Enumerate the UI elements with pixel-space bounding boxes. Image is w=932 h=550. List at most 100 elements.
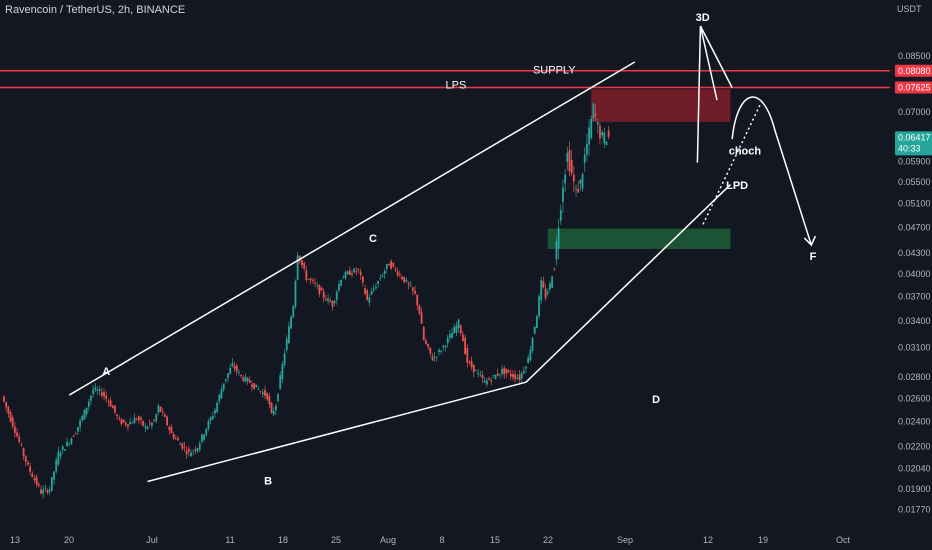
trendline-lower-projected [525, 184, 731, 383]
candle-body [361, 276, 364, 283]
x-tick-label: 11 [225, 535, 234, 545]
candle-body [192, 450, 195, 452]
candle-body [214, 410, 216, 414]
candle-body [277, 394, 279, 402]
candle-body [311, 279, 314, 281]
candle-body [551, 276, 553, 288]
candle-body [144, 426, 147, 428]
candle-body [103, 391, 105, 397]
candle-body [220, 389, 223, 399]
candle-body [385, 264, 388, 269]
candle-body [520, 372, 523, 379]
candle-body [57, 451, 60, 465]
candle-body [592, 103, 595, 119]
candle-body [477, 372, 480, 374]
candle-body [207, 421, 210, 429]
candle-body [231, 362, 234, 367]
candle-body [40, 489, 42, 494]
candle-body [46, 490, 49, 493]
candle-body [546, 291, 549, 294]
candle-body [527, 357, 530, 364]
candle-body [494, 374, 497, 380]
y-tick-label: 0.02040 [898, 463, 931, 473]
candle-body [318, 284, 321, 294]
candle-body [233, 366, 236, 369]
candle-body [420, 312, 423, 324]
candle-body [381, 275, 384, 277]
candle-body [190, 452, 192, 457]
candle-body [109, 400, 112, 407]
y-tick-label: 0.01900 [898, 484, 931, 494]
candle-body [107, 401, 110, 403]
candle-body [575, 188, 577, 190]
candle-body [422, 326, 425, 340]
candle-body [401, 276, 403, 280]
candle-body [512, 374, 514, 378]
x-tick-label: 25 [331, 535, 341, 545]
candle-body [446, 337, 449, 344]
three-d-label: 3D [696, 12, 710, 24]
candle-body [433, 356, 436, 358]
candle-body [388, 263, 390, 266]
candle-body [100, 392, 103, 396]
candle-body [396, 271, 399, 276]
candle-body [155, 414, 158, 422]
candle-body [83, 409, 86, 420]
candle-body [157, 405, 160, 413]
candle-body [16, 432, 18, 437]
candle-body [601, 132, 604, 136]
x-axis: 13 20 Jul 11 18 25 Aug 8 15 22 Sep 12 19 Oct [10, 535, 851, 545]
candle-body [285, 338, 288, 351]
candle-body [535, 316, 538, 328]
candle-body [355, 271, 358, 273]
candle-body [394, 269, 397, 271]
candle-body [253, 383, 256, 390]
candle-body [407, 282, 410, 285]
candle-body [31, 473, 34, 478]
candle-body [327, 298, 329, 301]
candle-body [5, 402, 8, 408]
candle-body [35, 476, 38, 485]
candle-body [301, 260, 303, 266]
candle-body [211, 415, 214, 419]
candle-body [559, 210, 562, 221]
y-tick-label: 0.01770 [898, 504, 931, 514]
candle-body [77, 427, 79, 432]
y-tick-label: 0.02200 [898, 442, 931, 452]
candle-body [338, 284, 340, 291]
candle-body [270, 402, 273, 414]
candle-body [120, 419, 123, 425]
candle-body [279, 375, 282, 389]
levels-layer [0, 70, 890, 89]
candle-body [531, 337, 534, 351]
candle-body [366, 290, 369, 300]
candle-body [209, 417, 212, 421]
candle-body [314, 282, 316, 284]
y-tick-label: 0.02800 [898, 372, 931, 382]
candle-body [507, 370, 510, 373]
candle-body [425, 340, 427, 344]
candle-body [33, 478, 36, 481]
candle-body [383, 270, 386, 275]
candle-body [303, 263, 306, 269]
candle-body [379, 278, 382, 279]
choch-label: choch [729, 145, 762, 157]
x-tick-label: Sep [617, 535, 633, 545]
candle-body [20, 444, 23, 446]
candle-body [340, 279, 343, 286]
point-a-label: A [102, 366, 110, 378]
candle-body [50, 477, 53, 491]
lps-label: LPS [446, 79, 467, 91]
candle-body [135, 419, 138, 420]
candle-body [203, 434, 205, 440]
candle-body [244, 376, 247, 382]
projection-curve [731, 96, 813, 246]
candle-body [151, 422, 153, 426]
candle-body [505, 368, 508, 374]
candle-body [442, 345, 445, 348]
candle-body [44, 488, 47, 490]
three-d-line-mid [699, 25, 718, 101]
candle-body [259, 391, 262, 392]
candle-body [568, 150, 571, 172]
